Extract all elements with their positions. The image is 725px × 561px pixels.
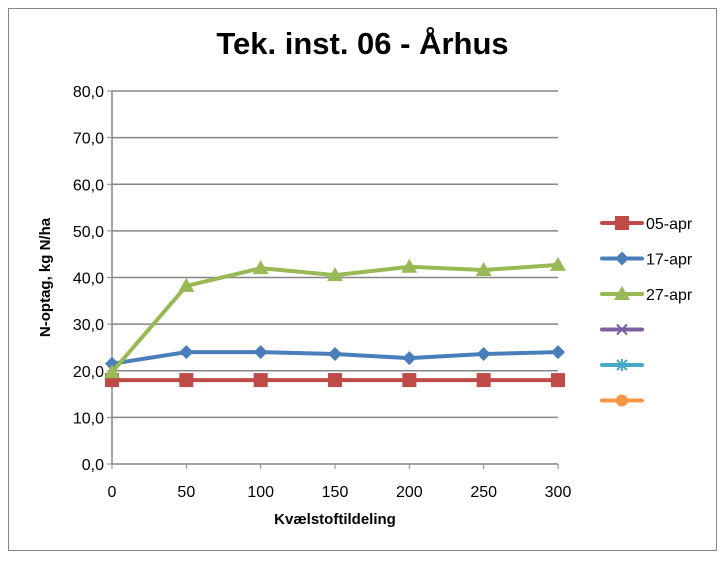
data-point	[551, 373, 565, 388]
legend-marker	[614, 286, 630, 300]
data-point	[551, 345, 565, 360]
legend-label: 27-apr	[646, 287, 693, 304]
chart-border	[8, 8, 717, 551]
data-point	[179, 373, 194, 388]
legend-label: 17-apr	[646, 252, 693, 269]
x-tick-label: 150	[322, 484, 349, 501]
data-point	[476, 346, 491, 361]
x-tick-label: 0	[108, 484, 117, 501]
chart-title: Tek. inst. 06 - Århus	[216, 26, 509, 61]
y-tick-label: 70,0	[73, 131, 104, 148]
x-tick-label: 100	[247, 484, 274, 501]
x-tick-label: 300	[545, 484, 572, 501]
y-tick-label: 50,0	[73, 224, 104, 241]
x-tick-label: 50	[177, 484, 195, 501]
data-point	[252, 260, 269, 275]
x-axis-label: Kvælstoftildeling	[274, 511, 396, 528]
data-point	[550, 256, 566, 271]
data-point	[327, 267, 343, 282]
legend-marker	[616, 394, 628, 407]
data-point	[328, 346, 342, 361]
legend-label: 05-apr	[646, 216, 693, 233]
y-tick-label: 30,0	[73, 317, 104, 334]
data-point	[402, 373, 417, 388]
data-point	[104, 364, 120, 379]
data-point	[178, 277, 195, 292]
y-tick-label: 20,0	[73, 364, 104, 381]
data-point	[401, 258, 418, 273]
data-point	[253, 345, 268, 360]
legend-marker	[615, 251, 629, 266]
data-point	[328, 373, 342, 388]
data-point	[253, 373, 268, 388]
y-tick-label: 0,0	[82, 457, 104, 474]
y-tick-label: 10,0	[73, 410, 104, 427]
x-tick-label: 250	[470, 484, 497, 501]
y-tick-label: 40,0	[73, 271, 104, 288]
y-tick-label: 80,0	[73, 84, 104, 101]
data-point	[179, 345, 194, 360]
legend-marker	[616, 323, 628, 336]
data-point	[476, 373, 491, 388]
y-tick-label: 60,0	[73, 177, 104, 194]
data-point	[475, 262, 492, 277]
x-tick-label: 200	[396, 484, 423, 501]
legend-marker	[615, 216, 629, 230]
data-point	[402, 351, 417, 366]
legend-marker	[616, 359, 628, 371]
y-axis-label: N-optag, kg N/ha	[37, 217, 54, 337]
